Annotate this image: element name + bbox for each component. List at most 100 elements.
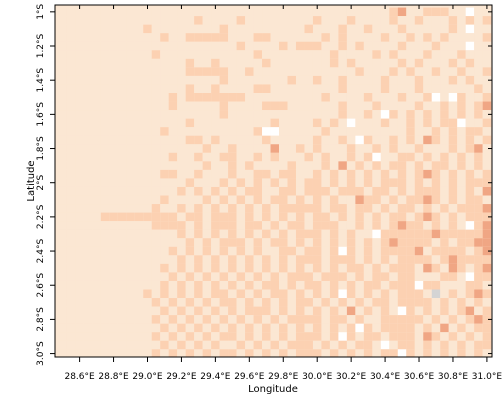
heatmap-cell [126, 50, 135, 59]
heatmap-cell [211, 110, 220, 119]
heatmap-cell [304, 75, 313, 85]
heatmap-cell [211, 24, 220, 34]
heatmap-cell [202, 101, 212, 111]
heatmap-cell [355, 298, 364, 307]
heatmap-cell [177, 33, 186, 42]
heatmap-cell [312, 195, 322, 205]
heatmap-cell [431, 135, 441, 145]
heatmap-cell [160, 178, 169, 187]
heatmap-cell [457, 169, 466, 179]
heatmap-cell [414, 289, 424, 299]
heatmap-cell [279, 135, 288, 145]
heatmap-cell [346, 135, 356, 145]
heatmap-cell [440, 93, 449, 102]
heatmap-cell [372, 33, 381, 42]
heatmap-cell [66, 221, 76, 230]
heatmap-cell [440, 238, 449, 247]
heatmap-cell [312, 58, 322, 68]
heatmap-cell [177, 332, 186, 341]
heatmap-cell [448, 186, 458, 196]
heatmap-cell [245, 41, 254, 51]
heatmap-cell [92, 323, 101, 333]
heatmap-cell [380, 67, 390, 76]
heatmap-cell [474, 186, 483, 196]
heatmap-cell [474, 135, 483, 145]
heatmap-cell [253, 50, 263, 59]
heatmap-cell [270, 315, 280, 324]
heatmap-cell [321, 186, 330, 196]
heatmap-cell [295, 323, 305, 333]
heatmap-cell [126, 289, 135, 299]
heatmap-cell [338, 144, 347, 153]
heatmap-cell [211, 340, 220, 350]
heatmap-cell [83, 33, 93, 42]
heatmap-cell [143, 16, 152, 25]
heatmap-cell [236, 110, 246, 119]
heatmap-cell [380, 75, 390, 85]
heatmap-cell [346, 93, 356, 102]
heatmap-cell [236, 204, 246, 213]
heatmap-cell [295, 118, 305, 128]
heatmap-cell [160, 340, 169, 350]
heatmap-cell [185, 280, 195, 290]
heatmap-cell [295, 298, 305, 307]
heatmap-cell [134, 67, 144, 76]
heatmap-cell [117, 340, 127, 350]
heatmap-cell [397, 169, 407, 179]
heatmap-cell [92, 349, 101, 357]
heatmap-cell [151, 340, 161, 350]
heatmap-cell [219, 195, 229, 205]
heatmap-cell [338, 33, 347, 42]
heatmap-cell [151, 161, 161, 170]
heatmap-cell [304, 195, 313, 205]
heatmap-cell [457, 50, 466, 59]
heatmap-cell [211, 135, 220, 145]
heatmap-cell [465, 101, 475, 111]
heatmap-cell [457, 212, 466, 222]
heatmap-cell [287, 161, 296, 170]
heatmap-cell [423, 84, 432, 93]
heatmap-cell [372, 169, 381, 179]
heatmap-cell [474, 58, 483, 68]
heatmap-cell [363, 110, 373, 119]
heatmap-cell [160, 221, 169, 230]
heatmap-cell [279, 221, 288, 230]
heatmap-cell [92, 7, 101, 17]
heatmap-cell [355, 58, 364, 68]
heatmap-cell [228, 229, 237, 239]
heatmap-cell [160, 246, 169, 256]
heatmap-cell [346, 110, 356, 119]
heatmap-cell [363, 246, 373, 256]
heatmap-cell [92, 298, 101, 307]
heatmap-cell [143, 246, 152, 256]
heatmap-cell [66, 349, 76, 357]
heatmap-cell [194, 221, 203, 230]
heatmap-cell [321, 84, 330, 93]
heatmap-cell [126, 58, 135, 68]
heatmap-cell [109, 118, 118, 128]
heatmap-cell [83, 323, 93, 333]
heatmap-cell [355, 33, 364, 42]
heatmap-cell [397, 24, 407, 34]
heatmap-cell [58, 263, 67, 273]
heatmap-cell [168, 144, 178, 153]
heatmap-cell [228, 7, 237, 17]
heatmap-cell [287, 272, 296, 281]
heatmap-cell [117, 127, 127, 136]
heatmap-cell [312, 118, 322, 128]
heatmap-cell [329, 289, 339, 299]
heatmap-cell [219, 229, 229, 239]
y-tick-label: 1.6°S [36, 102, 46, 127]
heatmap-cell [363, 144, 373, 153]
heatmap-cell [414, 178, 424, 187]
heatmap-cell [423, 323, 432, 333]
heatmap-cell [312, 50, 322, 59]
heatmap-cell [100, 58, 110, 68]
heatmap-cell [151, 186, 161, 196]
heatmap-cell [126, 195, 135, 205]
heatmap-cell [58, 306, 67, 316]
heatmap-cell [219, 93, 229, 102]
heatmap-cell [431, 272, 441, 281]
heatmap-cell [219, 144, 229, 153]
heatmap-cell [321, 289, 330, 299]
